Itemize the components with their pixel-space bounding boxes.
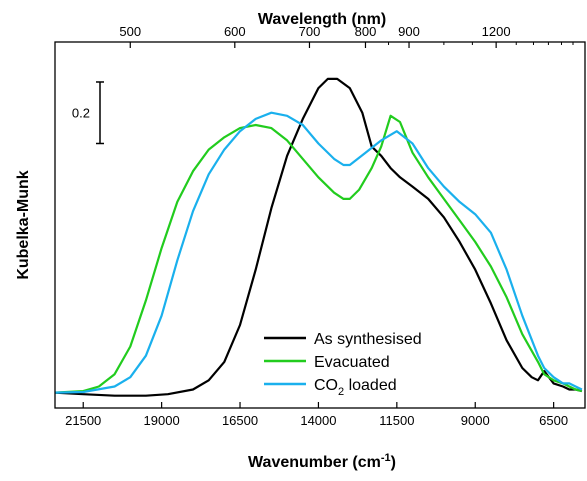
x-tick-label: 16500 bbox=[222, 413, 258, 428]
plot-frame bbox=[54, 41, 586, 409]
x-tick-label: 21500 bbox=[65, 413, 101, 428]
top-tick-label: 700 bbox=[299, 24, 321, 39]
top-axis-title: Wavelength (nm) bbox=[258, 11, 386, 28]
top-tick-label: 600 bbox=[224, 24, 246, 39]
top-tick-label: 800 bbox=[355, 24, 377, 39]
series-line-1 bbox=[54, 77, 583, 397]
series-line-3 bbox=[54, 111, 583, 394]
x-tick-label: 19000 bbox=[144, 413, 180, 428]
x-tick-label: 9000 bbox=[461, 413, 490, 428]
scale-bar-label: 0.2 bbox=[72, 106, 90, 121]
x-axis-title: Wavenumber (cm-1) bbox=[248, 452, 396, 471]
plot-layer bbox=[54, 77, 583, 397]
top-tick-label: 1200 bbox=[482, 24, 511, 39]
legend-label: Evacuated bbox=[314, 354, 390, 371]
scale-bar: 0.2 bbox=[72, 81, 104, 145]
legend-label: CO2 loaded bbox=[314, 377, 397, 398]
top-tick-label: 900 bbox=[398, 24, 420, 39]
series-line-2 bbox=[54, 114, 583, 394]
top-tick-label: 500 bbox=[119, 24, 141, 39]
legend-label: As synthesised bbox=[314, 331, 422, 348]
ticks-layer: 21500 19000 16500 14000 11500 9000 6500 bbox=[65, 402, 568, 428]
x-tick-label: 14000 bbox=[300, 413, 336, 428]
x-tick-label: 11500 bbox=[379, 413, 414, 428]
top-ticks-layer: 500 600 700 800 900 1200 bbox=[119, 24, 574, 48]
y-axis-title: Kubelka-Munk bbox=[15, 170, 32, 279]
x-tick-label: 6500 bbox=[539, 413, 568, 428]
legend: As synthesised Evacuated CO2 loaded bbox=[264, 331, 422, 398]
